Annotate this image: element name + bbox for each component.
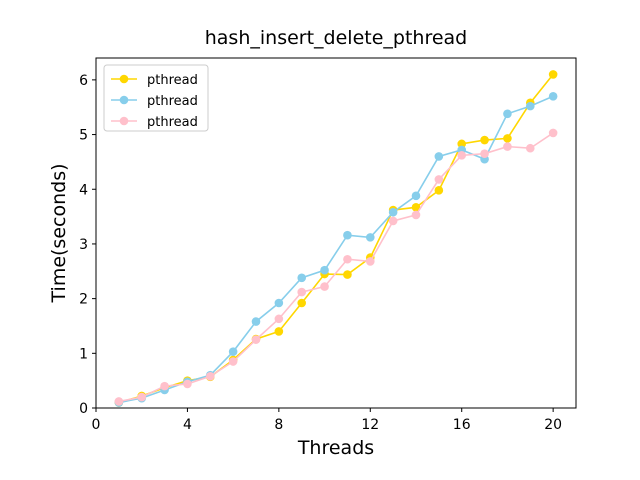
data-point-series-3	[297, 287, 307, 297]
data-point-series-3	[434, 175, 444, 184]
legend-label: pthread	[147, 73, 198, 88]
data-point-series-3	[548, 128, 558, 138]
y-tick-label: 5	[79, 128, 88, 144]
legend-label: pthread	[147, 115, 198, 130]
x-tick-label: 4	[183, 417, 192, 433]
data-point-series-3	[160, 381, 169, 391]
data-point-series-1	[480, 135, 489, 145]
data-point-series-3	[183, 379, 192, 389]
data-point-series-3	[525, 143, 535, 153]
data-point-series-3	[137, 392, 147, 402]
data-point-series-2	[411, 191, 421, 201]
data-point-series-3	[480, 149, 489, 159]
data-point-series-1	[411, 202, 421, 212]
data-point-series-3	[457, 151, 467, 160]
data-point-series-3	[228, 357, 238, 366]
data-point-series-3	[503, 142, 512, 151]
data-point-series-2	[503, 109, 512, 119]
legend-box	[103, 64, 209, 132]
x-tick-label: 8	[274, 417, 283, 433]
data-point-series-3	[114, 397, 124, 406]
data-point-series-2	[388, 207, 398, 217]
data-point-series-1	[343, 270, 352, 279]
x-tick-label: 16	[453, 417, 471, 433]
x-tick-label: 20	[544, 417, 562, 433]
axes-frame	[95, 57, 577, 409]
series-line-3	[118, 132, 554, 403]
data-point-series-3	[411, 210, 421, 220]
data-point-series-1	[434, 186, 444, 195]
y-tick-label: 3	[79, 237, 88, 253]
data-point-series-2	[343, 230, 352, 240]
data-point-series-1	[503, 134, 512, 143]
data-point-series-2	[548, 91, 558, 101]
y-tick-label: 6	[79, 73, 88, 89]
data-point-series-1	[297, 298, 307, 308]
x-tick-label: 0	[92, 417, 101, 433]
y-axis-label: Time(seconds)	[48, 164, 70, 304]
legend: pthread pthread pthread	[103, 64, 209, 132]
data-point-series-2	[365, 233, 375, 242]
data-point-series-2	[274, 298, 284, 308]
data-point-series-3	[365, 257, 375, 266]
data-point-series-1	[274, 327, 284, 336]
legend-label: pthread	[147, 94, 198, 109]
legend-marker	[119, 116, 129, 126]
data-point-series-2	[434, 152, 444, 161]
y-tick-label: 4	[79, 182, 88, 198]
legend-marker	[119, 74, 129, 84]
y-tick-label: 1	[79, 346, 88, 362]
data-point-series-1	[548, 70, 558, 79]
data-point-series-2	[228, 347, 238, 356]
data-point-series-3	[274, 314, 284, 324]
data-point-series-3	[205, 371, 215, 381]
y-tick-label: 0	[79, 401, 88, 417]
data-point-series-2	[251, 317, 261, 326]
data-point-series-2	[525, 101, 535, 111]
chart-title: hash_insert_delete_pthread	[205, 27, 468, 49]
data-point-series-3	[343, 254, 352, 264]
legend-marker	[119, 95, 129, 105]
data-point-series-3	[251, 335, 261, 344]
data-point-series-2	[297, 273, 307, 283]
y-tick-label: 2	[79, 292, 88, 308]
x-tick-label: 12	[361, 417, 379, 433]
data-point-series-1	[457, 139, 467, 149]
data-point-series-3	[388, 216, 398, 226]
data-point-series-2	[320, 265, 329, 275]
x-axis-label: Threads	[297, 437, 374, 459]
data-point-series-3	[320, 282, 329, 291]
